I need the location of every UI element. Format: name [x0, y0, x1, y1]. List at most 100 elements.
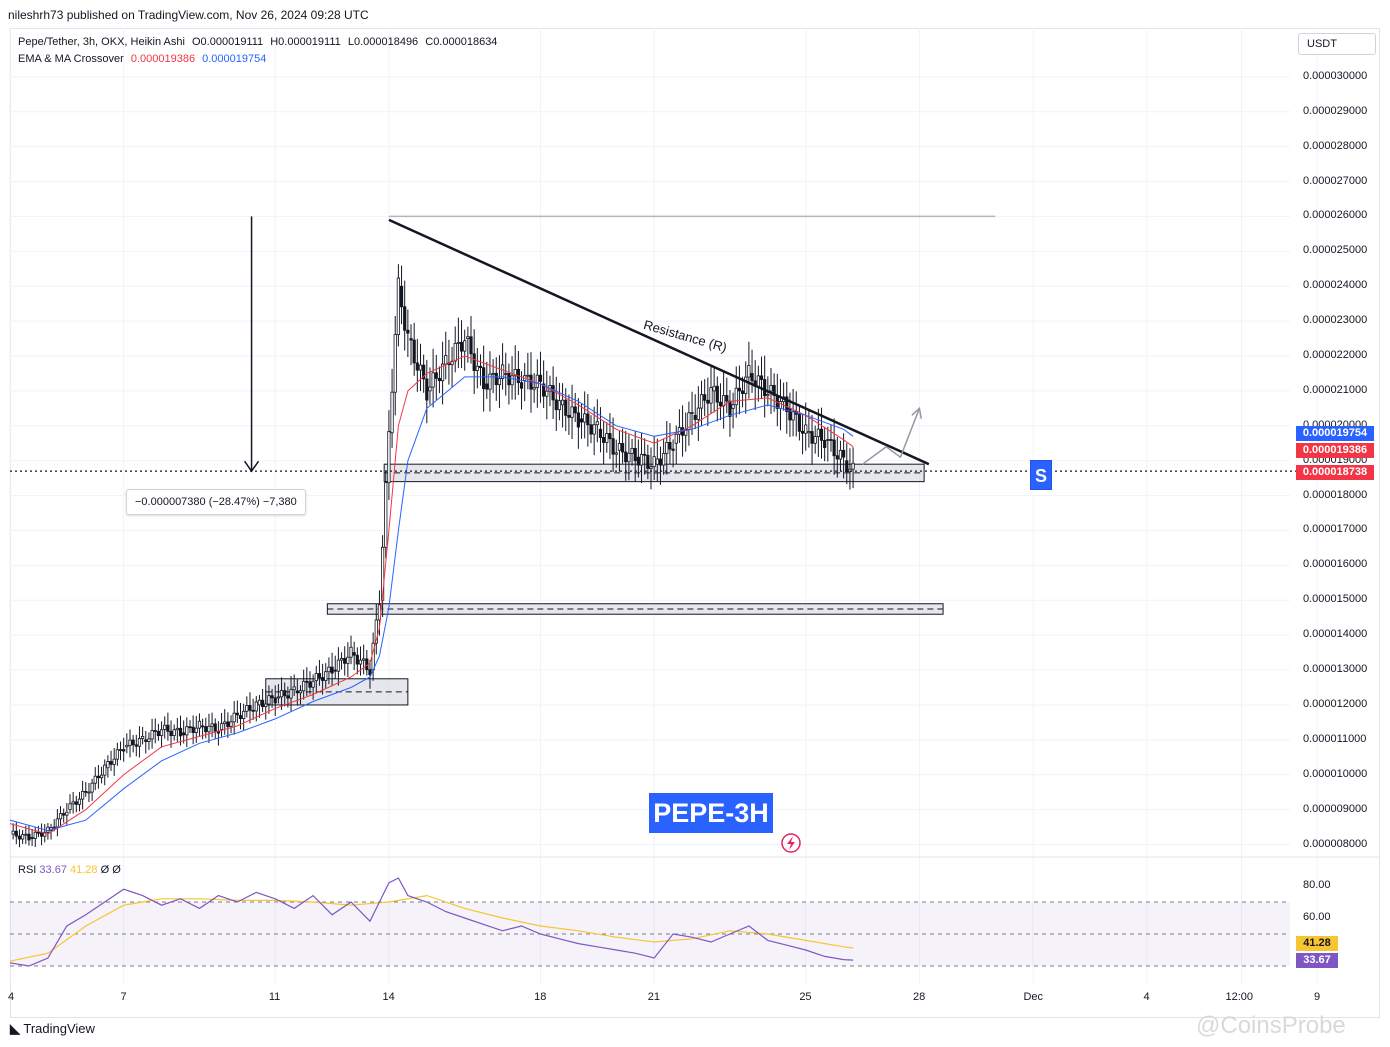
candle-up [769, 384, 773, 392]
candle-down [542, 383, 546, 397]
candle-down [412, 339, 416, 364]
candle-down [406, 329, 410, 334]
s-badge[interactable]: S [1030, 460, 1052, 490]
candle-up [595, 421, 599, 426]
symbol-title[interactable]: Pepe/Tether, 3h, OKX, Heikin Ashi [18, 36, 185, 48]
candle-up [545, 390, 549, 397]
candle-up [851, 462, 855, 470]
candle-down [84, 790, 88, 793]
candle-down [643, 453, 647, 456]
price-tick-label: 0.000013000 [1303, 663, 1368, 676]
candle-up [848, 468, 852, 473]
rsi-tick-label: 80.00 [1303, 879, 1331, 891]
candle-up [106, 761, 110, 769]
candle-up [292, 686, 296, 691]
candle-down [693, 414, 697, 420]
candle-down [74, 801, 78, 805]
candle-down [519, 382, 524, 389]
candle-down [624, 451, 628, 463]
candle-down [573, 406, 577, 414]
price-tick-label: 0.000028000 [1303, 139, 1368, 152]
candle-up [125, 744, 129, 748]
candle-down [96, 775, 101, 779]
candle-down [270, 695, 274, 699]
price-tick-label: 0.000009000 [1303, 802, 1368, 815]
candle-down [131, 739, 135, 746]
rsi-value: 33.67 [39, 864, 67, 876]
candle-up [349, 646, 353, 658]
candle-up [68, 803, 72, 811]
candle-down [800, 430, 805, 434]
candle-up [115, 749, 119, 760]
candle-down [703, 394, 707, 401]
candle-up [466, 336, 470, 339]
candle-up [696, 407, 700, 420]
candle-up [491, 372, 495, 375]
candle-down [737, 387, 742, 392]
price-tick-label: 0.000017000 [1303, 523, 1368, 536]
candle-down [437, 377, 442, 382]
pepe-3h-badge[interactable]: PEPE-3H [649, 793, 773, 833]
candle-down [343, 657, 347, 664]
price-tick-label: 0.000026000 [1303, 209, 1368, 222]
candle-up [614, 452, 618, 455]
candle-up [87, 791, 91, 794]
candle-up [43, 831, 47, 837]
candle-up [298, 690, 303, 694]
rsi-label[interactable]: RSI [18, 864, 37, 876]
candle-up [245, 705, 249, 712]
candle-down [589, 424, 593, 435]
candle-up [159, 729, 164, 737]
candle-up [163, 724, 167, 730]
time-tick-label: 14 [382, 991, 395, 1003]
candle-down [352, 652, 356, 656]
candle-up [219, 723, 224, 730]
candle-up [570, 406, 574, 418]
candle-down [286, 695, 290, 699]
candle-up [804, 424, 808, 434]
price-tick-label: 0.000016000 [1303, 558, 1368, 571]
candle-down [166, 724, 170, 732]
candle-down [576, 412, 580, 428]
candle-up [358, 659, 363, 665]
candle-up [734, 387, 738, 406]
candle-up [526, 374, 530, 377]
currency-selector[interactable]: USDT [1298, 33, 1376, 55]
candle-down [169, 730, 173, 737]
candle-down [469, 336, 473, 355]
candle-down [368, 669, 372, 676]
candle-up [311, 680, 315, 688]
price-tick-label: 0.000025000 [1303, 244, 1368, 257]
last-price-tag: 0.000018738 [1296, 465, 1374, 480]
candle-up [500, 364, 505, 380]
candle-up [826, 439, 830, 441]
candle-down [434, 372, 438, 379]
candle-up [314, 673, 318, 681]
price-tick-label: 0.000029000 [1303, 104, 1368, 117]
candle-up [267, 695, 271, 705]
candle-up [21, 834, 25, 840]
candle-down [494, 372, 498, 386]
candle-down [586, 413, 590, 426]
candle-down [785, 396, 789, 412]
candle-up [583, 413, 587, 423]
candle-up [387, 431, 391, 484]
time-tick-label: 12:00 [1225, 991, 1253, 1003]
flash-icon [781, 833, 801, 853]
candle-down [425, 378, 429, 401]
candle-up [510, 375, 514, 386]
candle-up [662, 452, 666, 466]
candle-up [456, 341, 460, 344]
tradingview-logo[interactable]: ◣ TradingView [10, 1021, 95, 1037]
candle-up [665, 442, 669, 454]
candle-up [71, 801, 75, 805]
indicator-name[interactable]: EMA & MA Crossover [18, 53, 124, 65]
price-tick-label: 0.000014000 [1303, 628, 1368, 641]
candle-down [295, 690, 299, 694]
candle-down [718, 401, 723, 407]
rsi-ma-tag: 41.28 [1296, 936, 1338, 951]
measure-label[interactable]: −0.000007380 (−28.47%) −7,380 [126, 489, 306, 515]
candle-down [671, 448, 675, 451]
candle-down [191, 726, 195, 734]
candle-down [27, 833, 31, 841]
